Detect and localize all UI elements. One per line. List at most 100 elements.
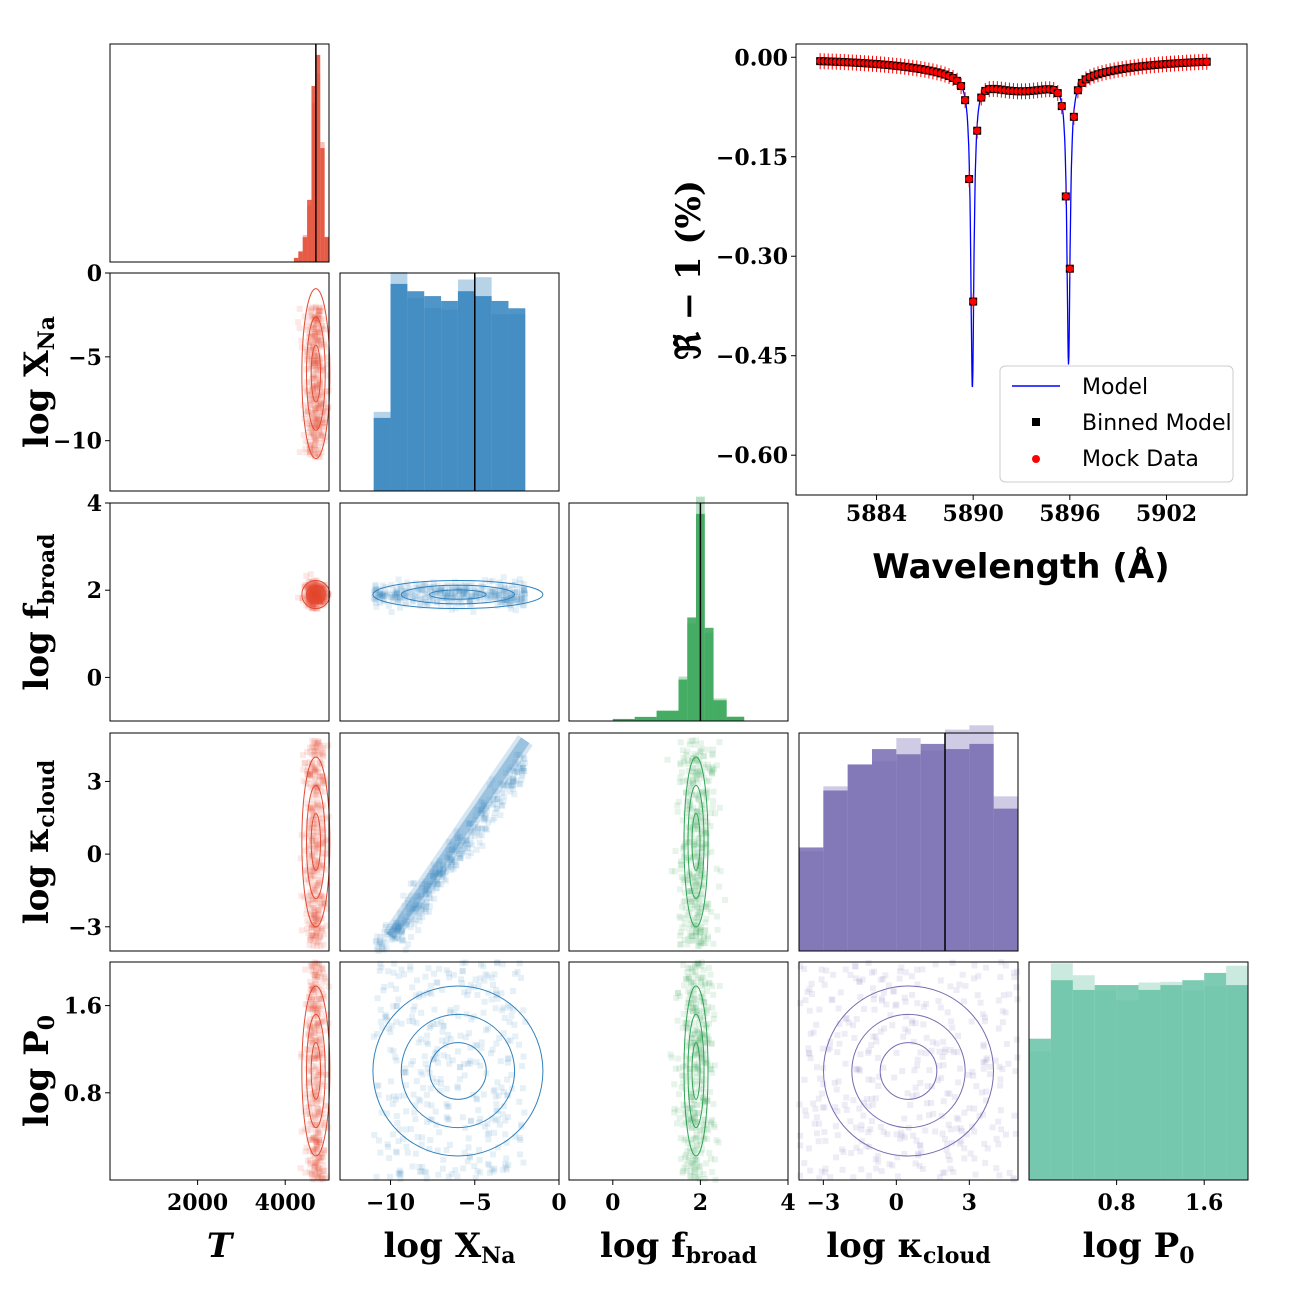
density-cell <box>692 1173 699 1180</box>
density-cell <box>306 582 313 589</box>
density-cell <box>702 827 709 834</box>
density-cell <box>311 587 318 594</box>
density-cell <box>472 812 479 819</box>
density-cell <box>314 311 321 318</box>
density-cell <box>401 1065 408 1072</box>
density-cell <box>388 931 395 938</box>
density-cell <box>697 861 704 868</box>
density-cell <box>996 1172 1003 1179</box>
density-cell <box>318 408 325 415</box>
density-cell <box>308 587 315 594</box>
density-cell <box>865 1049 872 1056</box>
density-cell <box>443 593 450 600</box>
density-cell <box>889 1022 896 1029</box>
density-cell <box>507 1037 514 1044</box>
density-cell <box>468 601 475 608</box>
density-cell <box>377 1018 384 1025</box>
density-cell <box>305 318 312 325</box>
density-cell <box>381 946 388 953</box>
density-cell <box>702 927 709 934</box>
density-cell <box>312 1172 319 1179</box>
density-cell <box>312 594 319 601</box>
density-cell <box>312 592 319 599</box>
density-cell <box>504 1092 511 1099</box>
density-cell <box>467 597 474 604</box>
density-cell <box>693 1051 700 1058</box>
density-cell <box>313 744 320 751</box>
density-cell <box>306 1136 313 1143</box>
density-cell <box>691 1101 698 1108</box>
density-cell <box>456 587 463 594</box>
density-cell <box>305 897 312 904</box>
hist-bar <box>847 764 872 951</box>
density-cell <box>318 926 325 933</box>
density-cell <box>694 808 701 815</box>
density-cell <box>447 1035 454 1042</box>
density-cell <box>480 802 487 809</box>
density-cell <box>299 752 306 759</box>
density-cell <box>312 1089 319 1096</box>
density-cell <box>708 848 715 855</box>
density-cell <box>446 587 453 594</box>
density-cell <box>308 598 315 605</box>
density-cell <box>942 1046 949 1053</box>
density-cell <box>317 596 324 603</box>
density-cell <box>385 1094 392 1101</box>
density-cell <box>873 1165 880 1172</box>
density-cell <box>308 306 315 313</box>
density-cell <box>683 1167 690 1174</box>
density-cell <box>450 594 457 601</box>
density-cell <box>845 1019 852 1026</box>
density-cell <box>385 968 392 975</box>
density-cell <box>810 1100 817 1107</box>
density-cell <box>315 584 322 591</box>
density-cell <box>321 581 328 588</box>
density-cell <box>309 808 316 815</box>
density-cell <box>484 592 491 599</box>
density-cell <box>308 604 315 611</box>
density-cell <box>678 1084 685 1091</box>
density-cell <box>444 592 451 599</box>
density-cell <box>299 595 306 602</box>
density-cell <box>701 852 708 859</box>
density-cell <box>317 596 324 603</box>
joint-panel-logfbroad-logkcloud <box>568 732 789 952</box>
density-cell <box>702 980 709 987</box>
density-cell <box>467 602 474 609</box>
density-cell <box>312 580 319 587</box>
density-cell <box>308 597 315 604</box>
density-cell <box>694 922 701 929</box>
hist-bar-overlay <box>945 729 970 951</box>
density-cell <box>310 592 317 599</box>
density-cell <box>476 1157 483 1164</box>
density-cell <box>709 1117 716 1124</box>
density-cell <box>394 935 401 942</box>
density-cell <box>317 1081 324 1088</box>
density-cell <box>309 593 316 600</box>
density-cell <box>692 836 699 843</box>
density-cell <box>438 603 445 610</box>
density-cell <box>423 989 430 996</box>
density-cell <box>315 996 322 1003</box>
density-cell <box>310 1163 317 1170</box>
density-cell <box>420 992 427 999</box>
density-cell <box>315 404 322 411</box>
density-cell <box>313 334 320 341</box>
density-cell <box>434 1045 441 1052</box>
density-cell <box>298 927 305 934</box>
density-cell <box>709 752 716 759</box>
density-cell <box>412 909 419 916</box>
density-cell <box>389 1100 396 1107</box>
density-cell <box>308 1032 315 1039</box>
density-cell <box>310 590 317 597</box>
contour-level <box>691 813 701 871</box>
density-cell <box>908 1020 915 1027</box>
density-cell <box>687 1039 694 1046</box>
density-cell <box>680 845 687 852</box>
density-cell <box>493 991 500 998</box>
density-cell <box>508 764 515 771</box>
contour-level <box>301 985 331 1157</box>
density-cell <box>322 414 329 421</box>
density-cell <box>305 578 312 585</box>
density-cell <box>309 835 316 842</box>
